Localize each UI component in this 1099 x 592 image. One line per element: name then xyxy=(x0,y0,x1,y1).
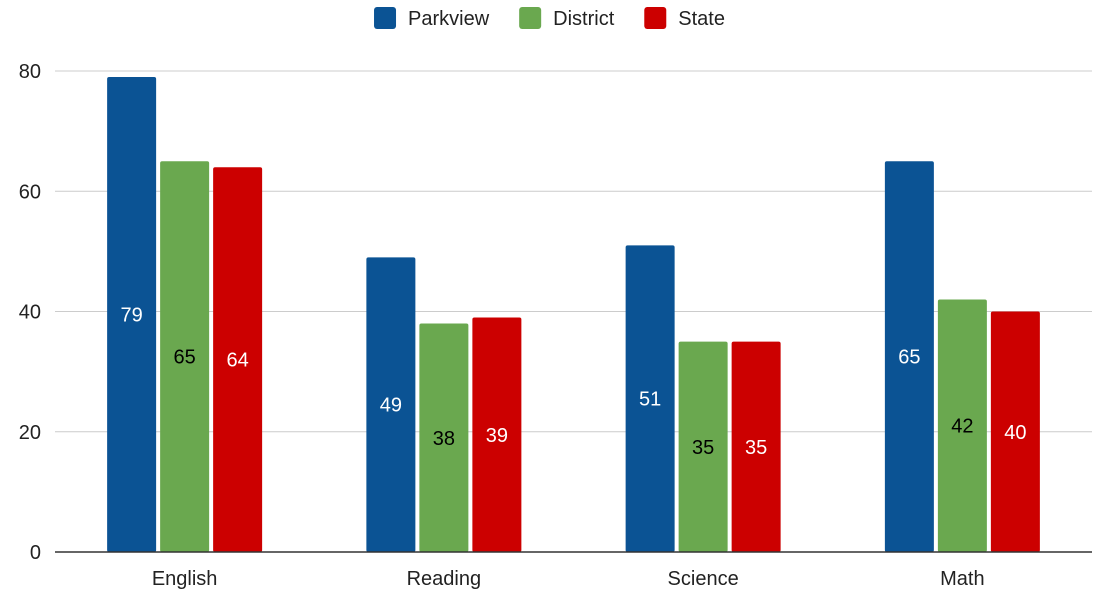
bar-state-science xyxy=(731,341,781,552)
y-tick-label: 20 xyxy=(19,422,41,444)
data-label: 40 xyxy=(1004,422,1026,444)
bar-state-math xyxy=(990,311,1040,552)
data-label: 49 xyxy=(380,395,402,417)
y-tick-label: 40 xyxy=(19,302,41,324)
bar-parkview-science xyxy=(625,245,675,553)
bar-district-math xyxy=(937,299,987,552)
data-label: 65 xyxy=(174,347,196,369)
chart-legend: Parkview District State xyxy=(374,7,725,30)
data-label: 65 xyxy=(898,347,920,369)
legend-swatch-state xyxy=(644,7,667,29)
x-category-label: Reading xyxy=(407,568,482,590)
data-label: 64 xyxy=(227,350,249,372)
bar-parkview-english xyxy=(107,77,157,552)
x-axis-category-labels: English Reading Science Math xyxy=(152,568,985,590)
bar-parkview-math xyxy=(884,161,934,552)
data-label: 38 xyxy=(433,428,455,450)
chart-bars xyxy=(107,77,1040,553)
data-label: 39 xyxy=(486,425,508,447)
data-label: 35 xyxy=(692,437,714,459)
data-label: 42 xyxy=(951,416,973,438)
x-category-label: Science xyxy=(668,568,739,590)
bar-district-reading xyxy=(419,323,469,552)
legend-swatch-district xyxy=(519,7,542,29)
legend-swatch-parkview xyxy=(374,7,397,29)
bar-district-science xyxy=(678,341,728,552)
bar-state-reading xyxy=(472,317,522,552)
y-tick-label: 0 xyxy=(30,542,41,564)
x-category-label: Math xyxy=(940,568,984,590)
y-axis-tick-labels: 0 20 40 60 80 xyxy=(19,61,41,564)
y-tick-label: 80 xyxy=(19,61,41,83)
legend-label-state: State xyxy=(678,8,725,30)
bar-parkview-reading xyxy=(366,257,416,552)
bar-district-english xyxy=(160,161,210,552)
legend-label-district: District xyxy=(553,8,615,30)
legend-label-parkview: Parkview xyxy=(408,8,490,30)
y-tick-label: 60 xyxy=(19,181,41,203)
bar-state-english xyxy=(213,167,263,552)
chart-data-labels: 79 65 64 49 38 39 51 35 35 65 42 40 xyxy=(121,305,1027,459)
data-label: 79 xyxy=(121,305,143,327)
x-category-label: English xyxy=(152,568,218,590)
chart-gridlines xyxy=(55,70,1092,433)
data-label: 51 xyxy=(639,389,661,411)
data-label: 35 xyxy=(745,437,767,459)
